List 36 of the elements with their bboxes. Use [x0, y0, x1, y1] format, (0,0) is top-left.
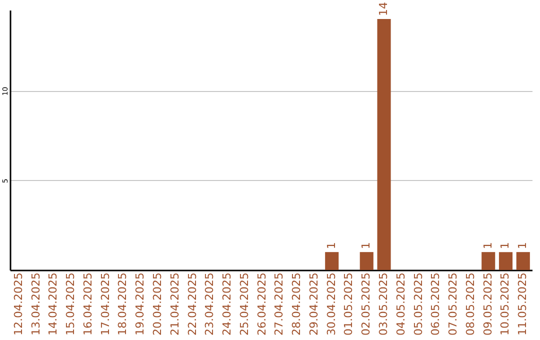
x-tick-label: 07.05.2025	[446, 272, 460, 336]
x-tick-label: 15.04.2025	[64, 272, 78, 336]
x-tick-label: 19.04.2025	[134, 272, 147, 336]
x-tick-label: 22.04.2025	[186, 272, 199, 336]
x-tick-label: 27.04.2025	[272, 272, 286, 336]
x-tick-label: 30.04.2025	[324, 272, 338, 336]
x-tick-label: 24.04.2025	[220, 272, 234, 336]
x-tick-label: 04.05.2025	[394, 272, 408, 336]
x-tick-label: 10.05.2025	[498, 272, 512, 336]
x-tick-label: 28.04.2025	[290, 272, 304, 336]
x-tick-label: 23.04.2025	[203, 272, 216, 336]
x-tick-label: 09.05.2025	[481, 272, 494, 336]
x-tick-label: 25.04.2025	[238, 272, 251, 336]
x-tick-label: 05.05.2025	[412, 272, 425, 336]
x-tick-label: 12.04.2025	[12, 272, 25, 336]
x-tick-label: 08.05.2025	[464, 272, 477, 336]
data-label: 1	[516, 242, 530, 250]
x-tick-label: 03.05.2025	[377, 272, 390, 336]
x-tick-label: 14.04.2025	[46, 272, 60, 336]
x-tick-label: 16.04.2025	[81, 272, 94, 336]
x-tick-label: 26.04.2025	[255, 272, 268, 336]
x-tick-label: 06.05.2025	[429, 272, 442, 336]
data-label: 1	[481, 242, 494, 250]
x-tick-label: 18.04.2025	[116, 272, 130, 336]
x-tick-label: 20.04.2025	[150, 272, 164, 336]
data-label: 14	[377, 2, 390, 16]
x-tick-label: 21.04.2025	[168, 272, 182, 336]
x-tick-label: 11.05.2025	[516, 272, 530, 336]
x-tick-label: 29.04.2025	[307, 272, 320, 336]
data-label: 1	[324, 242, 338, 250]
x-tick-label: 13.04.2025	[29, 272, 42, 336]
data-label: 1	[360, 242, 373, 250]
x-tick-label: 02.05.2025	[360, 272, 373, 336]
x-tick-label: 01.05.2025	[342, 272, 356, 336]
data-label: 1	[498, 242, 512, 250]
x-tick-label: 17.04.2025	[98, 272, 112, 336]
